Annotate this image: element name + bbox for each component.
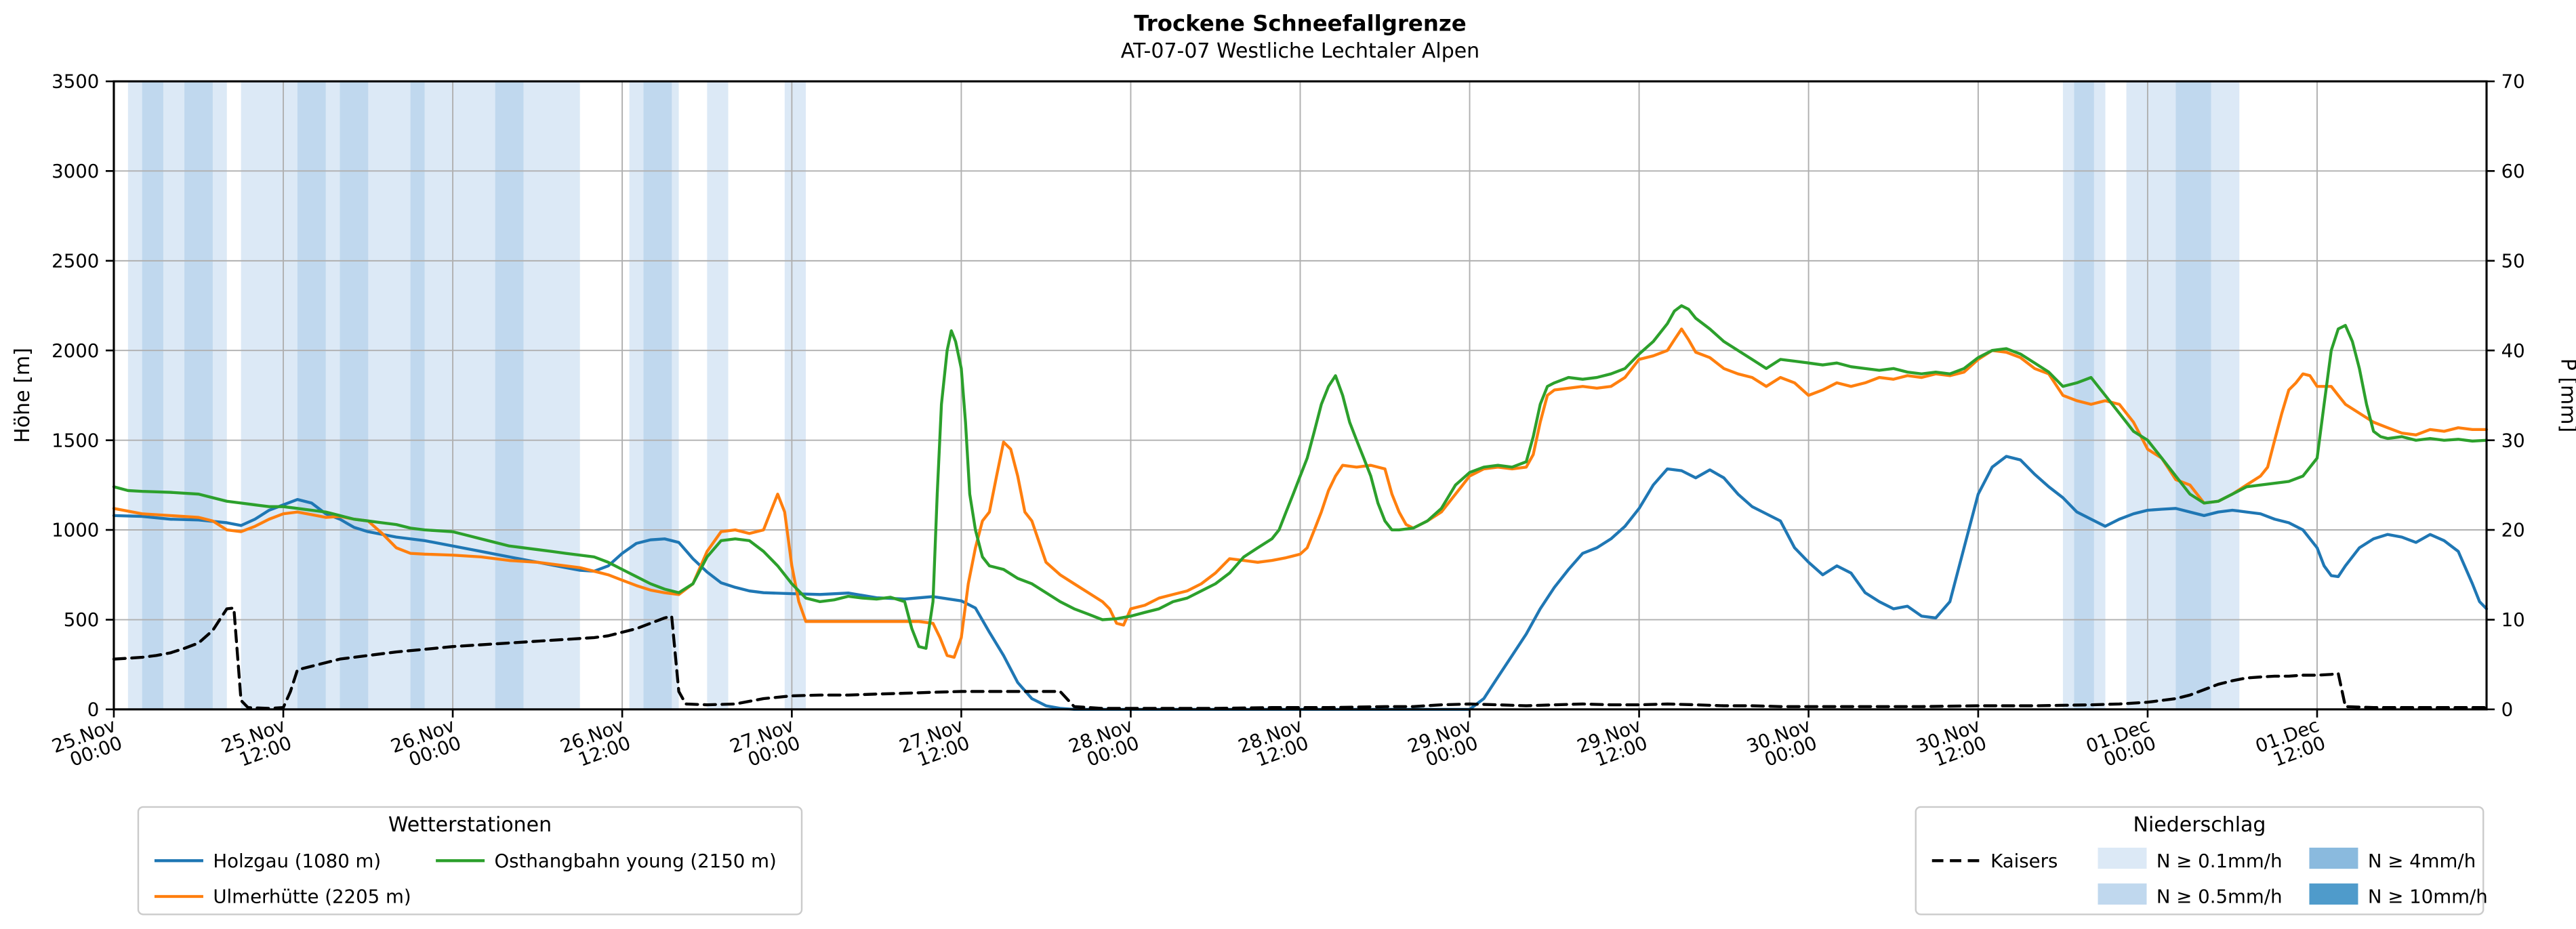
legend-label-level-4: N ≥ 4mm/h: [2368, 850, 2476, 872]
y-tick-label-right: 70: [2501, 70, 2525, 93]
legend-precip-title: Niederschlag: [2133, 813, 2266, 837]
y-tick-label-right: 40: [2501, 339, 2525, 362]
legend-swatch-level-10: [2309, 883, 2358, 905]
series-line-holzgau: [112, 455, 2489, 711]
y-tick-label-left: 2500: [52, 249, 99, 272]
legend-label-level-0.1: N ≥ 0.1mm/h: [2156, 850, 2283, 872]
y-tick-label-right: 50: [2501, 249, 2525, 272]
precip-bands-layer: [127, 81, 2240, 709]
y-tick-label-left: 0: [87, 698, 100, 720]
y-tick-label-left: 1000: [52, 519, 99, 541]
legend-precip: Niederschlag Kaisers N ≥ 0.1mm/h N ≥ 0.5…: [1915, 806, 2488, 915]
legend-label-level-0.5: N ≥ 0.5mm/h: [2156, 886, 2283, 908]
y-axis-label-right: P [mm]: [2556, 358, 2576, 433]
precip-band: [495, 81, 524, 709]
y-tick-label-right: 0: [2501, 698, 2514, 720]
y-tick-label-right: 60: [2501, 160, 2525, 182]
precip-band: [643, 81, 672, 709]
legend-stations: Wetterstationen Holzgau (1080 m) Ulmerhü…: [137, 806, 803, 915]
precip-band: [297, 81, 326, 709]
legend-label-ulmerhuette: Ulmerhütte (2205 m): [213, 886, 411, 908]
y-tick-label-right: 20: [2501, 519, 2525, 541]
legend-label-holzgau: Holzgau (1080 m): [213, 850, 381, 872]
y-tick-label-left: 3500: [52, 70, 99, 93]
legend-label-kaisers: Kaisers: [1990, 850, 2058, 872]
series-layer: [112, 304, 2489, 711]
chart-title: Trockene Schneefallgrenze: [1134, 11, 1467, 37]
legend-swatch-level-0.5: [2098, 883, 2147, 905]
y-tick-label-right: 10: [2501, 608, 2525, 631]
legend-label-level-10: N ≥ 10mm/h: [2368, 886, 2488, 908]
legend-stations-title: Wetterstationen: [388, 813, 552, 837]
precip-band: [707, 81, 729, 709]
y-tick-label-left: 1500: [52, 429, 99, 451]
y-tick-label-left: 500: [64, 608, 100, 631]
series-line-osthangbahn: [112, 304, 2489, 650]
precip-band: [142, 81, 163, 709]
y-tick-label-left: 3000: [52, 160, 99, 182]
legend-swatch-level-4: [2309, 847, 2358, 869]
precip-band: [410, 81, 425, 709]
y-axis-label-left: Höhe [m]: [11, 348, 35, 443]
series-line-ulmerhuette: [112, 327, 2489, 659]
y-tick-label-left: 2000: [52, 339, 99, 362]
chart-subtitle: AT-07-07 Westliche Lechtaler Alpen: [1121, 39, 1479, 63]
precip-band: [2175, 81, 2211, 709]
precip-band: [184, 81, 213, 709]
precip-band: [2074, 81, 2094, 709]
series-line-kaisers: [112, 606, 2489, 710]
precip-band: [784, 81, 806, 709]
legend-label-osthangbahn: Osthangbahn young (2150 m): [494, 850, 776, 872]
y-tick-label-right: 30: [2501, 429, 2525, 451]
legend-swatch-level-0.1: [2098, 847, 2147, 869]
precip-band: [340, 81, 369, 709]
